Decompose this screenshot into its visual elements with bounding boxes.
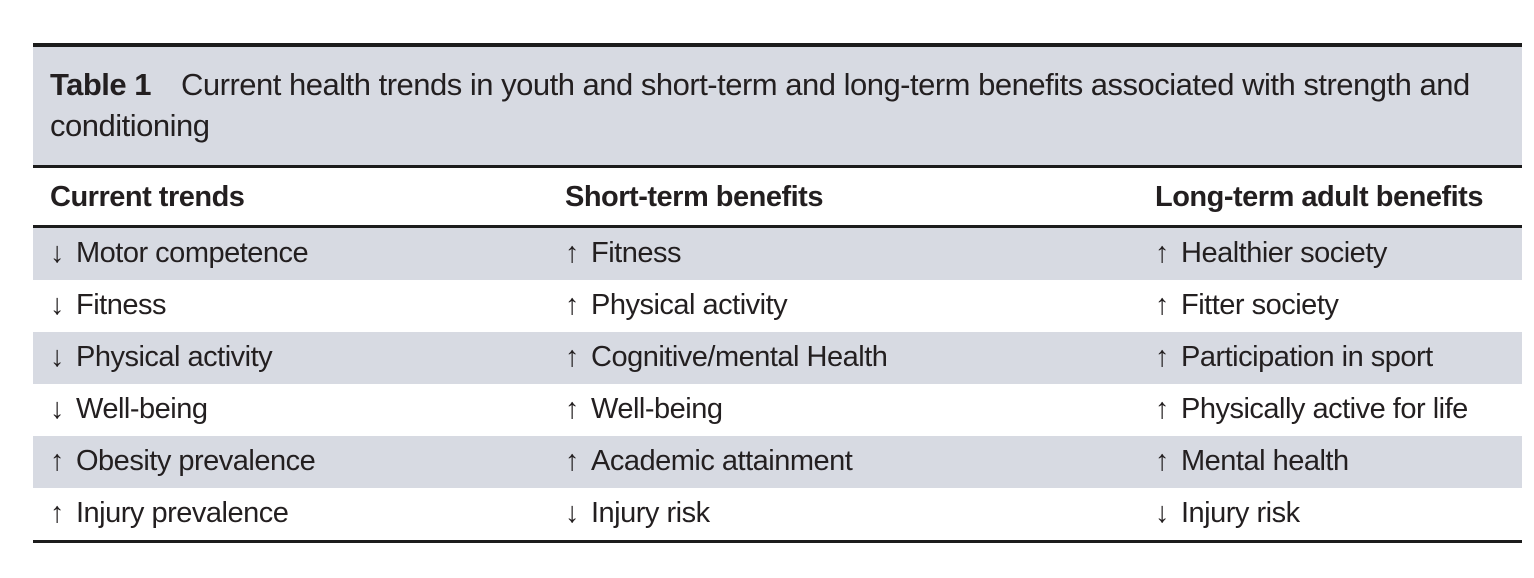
trend-arrow-icon: ↑ — [1155, 237, 1170, 269]
table-cell: ↑ Obesity prevalence — [33, 436, 548, 488]
table-caption: Table 1 Current health trends in youth an… — [33, 47, 1522, 168]
table-row: ↓ Physical activity ↑ Cognitive/mental Hea… — [33, 332, 1522, 384]
trend-arrow-icon: ↓ — [50, 237, 65, 269]
cell-label: Well-being — [76, 393, 208, 425]
table-cell: ↑ Physical activity — [548, 280, 1138, 332]
table-cell: ↑ Fitness — [548, 228, 1138, 280]
table-cell: ↓ Physical activity — [33, 332, 548, 384]
cell-label: Physical activity — [76, 341, 273, 373]
table-header-row: Current trends Short-term benefits Long-… — [33, 168, 1522, 228]
table-cell: ↑ Cognitive/mental Health — [548, 332, 1138, 384]
trend-arrow-icon: ↑ — [565, 237, 580, 269]
trend-arrow-icon: ↑ — [565, 341, 580, 373]
table-cell: ↑ Mental health — [1138, 436, 1522, 488]
trend-arrow-icon: ↑ — [50, 445, 65, 477]
trend-arrow-icon: ↓ — [50, 289, 65, 321]
table-row: ↓ Fitness ↑ Physical activity ↑ Fitter soci… — [33, 280, 1522, 332]
table-caption-text: Current health trends in youth and short… — [50, 67, 1470, 143]
cell-label: Well-being — [591, 393, 723, 425]
table-cell: ↑ Academic attainment — [548, 436, 1138, 488]
table-row: ↓ Motor competence ↑ Fitness ↑ Healthier so… — [33, 228, 1522, 280]
trend-arrow-icon: ↓ — [50, 393, 65, 425]
table-cell: ↑ Participation in sport — [1138, 332, 1522, 384]
cell-label: Injury risk — [591, 497, 710, 529]
cell-label: Mental health — [1181, 445, 1349, 477]
cell-label: Obesity prevalence — [76, 445, 316, 477]
cell-label: Injury risk — [1181, 497, 1300, 529]
trend-arrow-icon: ↑ — [1155, 445, 1170, 477]
table-row: ↑ Obesity prevalence ↑ Academic attainment… — [33, 436, 1522, 488]
column-header-current-trends: Current trends — [50, 181, 245, 213]
cell-label: Cognitive/mental Health — [591, 341, 888, 373]
trend-arrow-icon: ↑ — [565, 445, 580, 477]
trend-arrow-icon: ↓ — [1155, 497, 1170, 529]
cell-label: Academic attainment — [591, 445, 853, 477]
cell-label: Participation in sport — [1181, 341, 1433, 373]
table-caption-label: Table 1 — [50, 67, 152, 102]
cell-label: Fitness — [76, 289, 166, 321]
table-cell: ↓ Motor competence — [33, 228, 548, 280]
cell-label: Injury prevalence — [76, 497, 289, 529]
cell-label: Physical activity — [591, 289, 788, 321]
table-cell: ↓ Well-being — [33, 384, 548, 436]
cell-label: Fitter society — [1181, 289, 1339, 321]
table-cell: ↑ Physically active for life — [1138, 384, 1522, 436]
table-cell: ↓ Injury risk — [548, 488, 1138, 540]
cell-label: Motor competence — [76, 237, 309, 269]
trend-arrow-icon: ↑ — [565, 393, 580, 425]
trend-arrow-icon: ↑ — [565, 289, 580, 321]
table-row: ↓ Well-being ↑ Well-being ↑ Physically acti… — [33, 384, 1522, 436]
column-header-short-term-benefits: Short-term benefits — [565, 181, 823, 213]
table-cell: ↑ Injury prevalence — [33, 488, 548, 540]
trend-arrow-icon: ↓ — [50, 341, 65, 373]
table-1: Table 1 Current health trends in youth an… — [33, 43, 1522, 543]
cell-label: Fitness — [591, 237, 681, 269]
trend-arrow-icon: ↑ — [1155, 341, 1170, 373]
column-header-long-term-adult-benefits: Long-term adult benefits — [1155, 181, 1483, 213]
table-cell: ↓ Fitness — [33, 280, 548, 332]
table-cell: ↑ Well-being — [548, 384, 1138, 436]
table-cell: ↓ Injury risk — [1138, 488, 1522, 540]
table-cell: ↑ Healthier society — [1138, 228, 1522, 280]
table-body: ↓ Motor competence ↑ Fitness ↑ Healthier so… — [33, 228, 1522, 540]
trend-arrow-icon: ↑ — [1155, 393, 1170, 425]
trend-arrow-icon: ↑ — [1155, 289, 1170, 321]
table-row: ↑ Injury prevalence ↓ Injury risk ↓ Injury … — [33, 488, 1522, 540]
table-cell: ↑ Fitter society — [1138, 280, 1522, 332]
trend-arrow-icon: ↓ — [565, 497, 580, 529]
trend-arrow-icon: ↑ — [50, 497, 65, 529]
cell-label: Physically active for life — [1181, 393, 1468, 425]
cell-label: Healthier society — [1181, 237, 1387, 269]
